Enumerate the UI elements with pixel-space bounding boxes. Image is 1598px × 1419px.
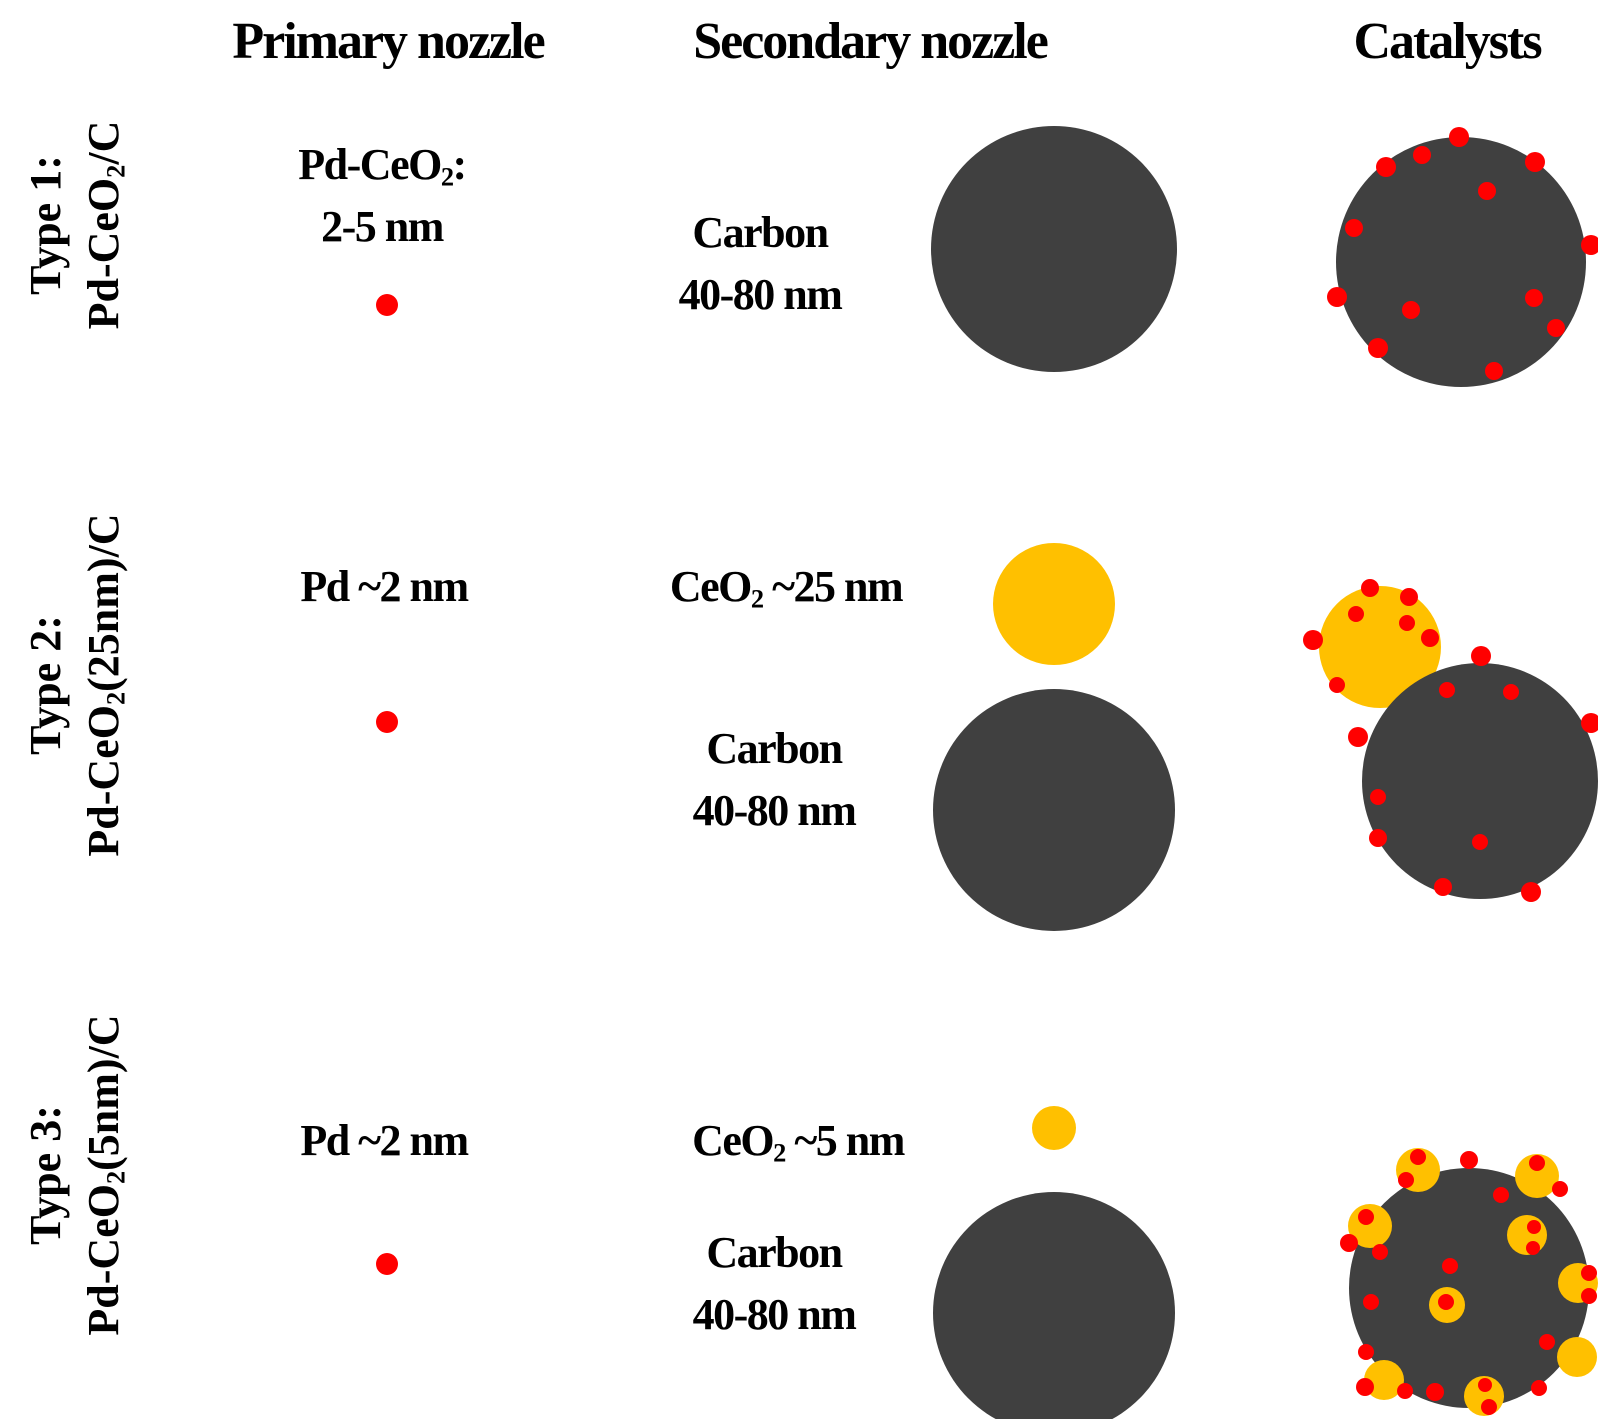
pd-nanoparticle bbox=[1471, 646, 1491, 666]
type-2-carbon-label: Carbon 40-80 nm bbox=[692, 724, 857, 835]
pd-nanoparticle bbox=[1460, 1151, 1478, 1169]
pd-nanoparticle bbox=[1402, 301, 1420, 319]
pd-nanoparticle bbox=[1348, 727, 1368, 747]
type-2-pd-particle bbox=[376, 711, 398, 733]
type-1-catalyst-pd-ceo2-dots bbox=[1327, 127, 1598, 380]
type-3-primary-label: Pd ~2 nm bbox=[300, 1116, 469, 1165]
pd-nanoparticle bbox=[1358, 1209, 1374, 1225]
pd-nanoparticle bbox=[1368, 338, 1388, 358]
pd-nanoparticle bbox=[1531, 1380, 1547, 1396]
type-3-catalyst bbox=[1340, 1148, 1598, 1416]
pd-nanoparticle bbox=[1340, 1234, 1358, 1252]
pd-nanoparticle bbox=[1356, 1378, 1374, 1396]
type-2-ceo2-label: CeO2 ~25 nm bbox=[669, 562, 904, 614]
pd-nanoparticle bbox=[1547, 319, 1565, 337]
pd-nanoparticle bbox=[1472, 834, 1488, 850]
header-catalysts: Catalysts bbox=[1353, 13, 1542, 70]
pd-nanoparticle bbox=[1481, 1399, 1497, 1415]
pd-nanoparticle bbox=[1581, 235, 1598, 255]
pd-nanoparticle bbox=[1438, 1294, 1454, 1310]
pd-nanoparticle bbox=[1348, 606, 1364, 622]
pd-nanoparticle bbox=[1439, 682, 1455, 698]
ceo2-particle bbox=[1557, 1337, 1597, 1377]
type-3-carbon-label: Carbon 40-80 nm bbox=[692, 1228, 857, 1339]
pd-nanoparticle bbox=[1421, 629, 1439, 647]
type-3-ceo2-particle bbox=[1032, 1106, 1076, 1150]
type-2-carbon-particle bbox=[933, 689, 1175, 931]
type-2-catalyst-carbon-support bbox=[1362, 663, 1598, 899]
header-primary-nozzle: Primary nozzle bbox=[232, 13, 545, 70]
pd-nanoparticle bbox=[1478, 182, 1496, 200]
pd-nanoparticle bbox=[1493, 1187, 1509, 1203]
header-secondary-nozzle: Secondary nozzle bbox=[693, 13, 1049, 70]
pd-nanoparticle bbox=[1345, 219, 1363, 237]
pd-nanoparticle bbox=[1370, 789, 1386, 805]
type-1-pd-ceo2-particle bbox=[376, 294, 398, 316]
pd-nanoparticle bbox=[1529, 1155, 1545, 1171]
pd-nanoparticle bbox=[1552, 1181, 1568, 1197]
pd-nanoparticle bbox=[1485, 362, 1503, 380]
pd-nanoparticle bbox=[1442, 1258, 1458, 1274]
pd-nanoparticle bbox=[1434, 878, 1452, 896]
pd-nanoparticle bbox=[1376, 157, 1396, 177]
pd-nanoparticle bbox=[1503, 684, 1519, 700]
pd-nanoparticle bbox=[1581, 1288, 1597, 1304]
pd-nanoparticle bbox=[1539, 1334, 1555, 1350]
pd-nanoparticle bbox=[1525, 152, 1545, 172]
pd-nanoparticle bbox=[1581, 1265, 1597, 1281]
pd-nanoparticle bbox=[1303, 630, 1323, 650]
type-3-catalyst-pd-dots bbox=[1340, 1149, 1597, 1415]
pd-nanoparticle bbox=[1449, 127, 1469, 147]
type-3-pd-particle bbox=[376, 1253, 398, 1275]
pd-nanoparticle bbox=[1527, 1220, 1541, 1234]
pd-nanoparticle bbox=[1327, 287, 1347, 307]
type-3-carbon-particle bbox=[933, 1192, 1175, 1419]
pd-nanoparticle bbox=[1399, 615, 1415, 631]
pd-nanoparticle bbox=[1397, 1383, 1413, 1399]
pd-nanoparticle bbox=[1358, 1344, 1374, 1360]
type-3-ceo2-label: CeO2 ~5 nm bbox=[692, 1116, 905, 1168]
type-2-catalyst-pd-dots bbox=[1303, 579, 1598, 902]
pd-nanoparticle bbox=[1400, 588, 1418, 606]
pd-nanoparticle bbox=[1526, 1241, 1540, 1255]
type-1-catalyst-carbon-support bbox=[1336, 137, 1586, 387]
pd-nanoparticle bbox=[1478, 1378, 1492, 1392]
type-1-catalyst bbox=[1327, 127, 1598, 387]
pd-nanoparticle bbox=[1410, 1149, 1426, 1165]
type-1-primary-label: Pd-CeO2: 2-5 nm bbox=[298, 140, 467, 251]
type-2-primary-label: Pd ~2 nm bbox=[300, 562, 469, 611]
type-2-ceo2-particle bbox=[993, 543, 1115, 665]
pd-nanoparticle bbox=[1372, 1244, 1388, 1260]
type-1-carbon-label: Carbon 40-80 nm bbox=[678, 208, 843, 319]
pd-nanoparticle bbox=[1361, 579, 1379, 597]
pd-nanoparticle bbox=[1329, 677, 1345, 693]
pd-nanoparticle bbox=[1521, 882, 1541, 902]
pd-nanoparticle bbox=[1363, 1294, 1379, 1310]
pd-nanoparticle bbox=[1369, 829, 1387, 847]
pd-nanoparticle bbox=[1525, 289, 1543, 307]
pd-nanoparticle bbox=[1581, 713, 1598, 733]
ceo2-particle bbox=[1364, 1360, 1404, 1400]
ceo2-particle bbox=[1515, 1154, 1559, 1198]
type-2-catalyst bbox=[1303, 579, 1598, 902]
type-1-carbon-particle bbox=[931, 126, 1177, 372]
pd-nanoparticle bbox=[1413, 146, 1431, 164]
pd-nanoparticle bbox=[1426, 1383, 1444, 1401]
pd-nanoparticle bbox=[1398, 1172, 1414, 1188]
